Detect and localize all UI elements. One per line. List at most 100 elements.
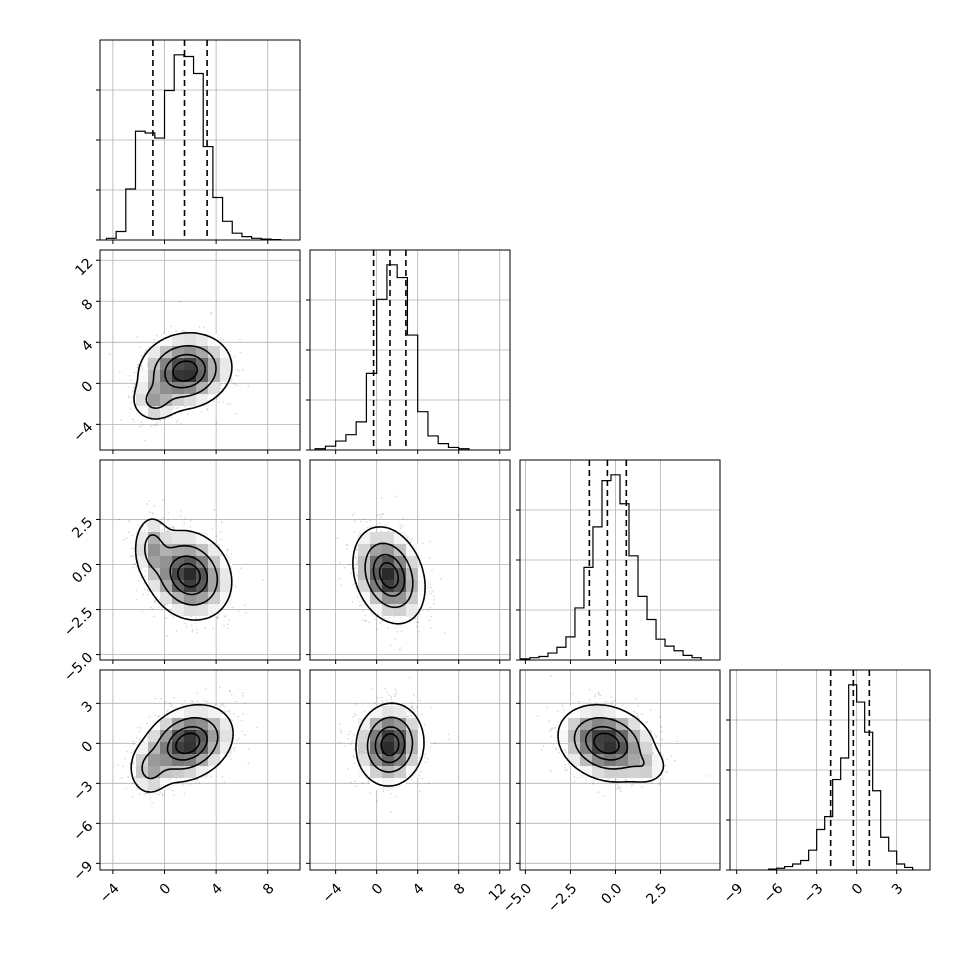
scatter-point (162, 516, 165, 519)
scatter-point (124, 757, 126, 760)
density-cell (196, 382, 208, 394)
scatter-point (376, 514, 379, 517)
scatter-point (222, 339, 225, 341)
scatter-point (139, 425, 141, 428)
scatter-point (143, 588, 146, 591)
scatter-point (349, 572, 352, 575)
scatter-point (242, 712, 245, 715)
scatter-point (173, 794, 175, 797)
density-cell (382, 544, 394, 556)
density-cell (394, 706, 406, 718)
scatter-point (376, 697, 379, 699)
scatter-point (226, 623, 229, 626)
scatter-point (204, 700, 207, 703)
contour-level-2 (364, 542, 414, 609)
scatter-point (166, 715, 169, 718)
scatter-point (344, 566, 347, 569)
scatter-point (219, 384, 222, 387)
scatter-point (433, 595, 435, 598)
scatter-point (381, 513, 383, 516)
scatter-point (143, 351, 146, 354)
scatter-point (244, 604, 247, 607)
contours (355, 702, 425, 787)
scatter-point (356, 548, 358, 551)
scatter-point (183, 793, 186, 795)
scatter-point (135, 598, 138, 601)
scatter-point (179, 509, 182, 512)
scatter-point (370, 688, 373, 691)
scatter-point (226, 549, 229, 552)
density-cell (382, 706, 394, 718)
contour-level-2 (366, 716, 414, 773)
hist-step-line (520, 474, 702, 660)
scatter-point (206, 700, 209, 703)
density-cell (136, 532, 148, 544)
scatter-point (223, 780, 226, 783)
scatter-point (355, 548, 358, 550)
scatter-point (353, 712, 356, 715)
hist-step-line (105, 54, 282, 241)
scatter-point (353, 748, 356, 751)
scatter-point (127, 395, 130, 397)
scatter-point (221, 713, 223, 715)
scatter-point (406, 715, 409, 718)
scatter-point (229, 689, 232, 692)
density-cell (208, 592, 220, 604)
density-cell (394, 616, 406, 628)
scatter-point (365, 619, 367, 622)
scatter-point (170, 325, 173, 328)
scatter-point (136, 366, 139, 369)
scatter-point (244, 612, 247, 614)
density-cell (358, 718, 370, 730)
density-cell (160, 592, 172, 604)
scatter-point (418, 774, 421, 777)
density-cell (148, 346, 160, 358)
scatter-point (382, 790, 385, 793)
scatter-panel-2-4 (306, 669, 511, 874)
scatter-point (127, 386, 130, 388)
scatter-point (420, 713, 423, 716)
scatter-point (415, 706, 418, 709)
scatter-point (362, 518, 365, 521)
scatter-point (430, 615, 433, 618)
density-cell (148, 778, 160, 790)
scatter-point (210, 313, 213, 315)
scatter-panel-2-3 (306, 459, 511, 664)
density-cell (196, 706, 208, 718)
scatter-point (240, 567, 242, 569)
scatter-point (196, 692, 199, 694)
scatter-point (353, 582, 356, 584)
scatter-point (417, 726, 420, 728)
density-cell (136, 556, 148, 568)
scatter-point (141, 424, 144, 427)
scatter-point (387, 626, 390, 629)
density-cell (136, 754, 148, 766)
density-cell (220, 358, 232, 370)
scatter-point (140, 420, 143, 423)
scatter-point (146, 523, 148, 526)
scatter-point (175, 330, 177, 333)
scatter-point (132, 555, 135, 558)
scatter-point (233, 355, 236, 358)
density-cell (172, 766, 184, 778)
scatter-point (352, 754, 354, 757)
scatter-point (409, 541, 412, 543)
scatter-point (134, 778, 137, 780)
contour-level-1 (352, 526, 426, 625)
density-cell (148, 358, 160, 370)
scatter-point (423, 723, 426, 726)
density-cell (136, 406, 148, 418)
scatter-point (131, 554, 134, 557)
hist-frame (309, 249, 511, 451)
density-cell (136, 394, 148, 406)
scatter-point (159, 419, 162, 422)
scatter-point (214, 703, 217, 706)
scatter-point (140, 568, 143, 570)
scatter-point (149, 511, 152, 514)
scatter-point (410, 701, 413, 704)
scatter-point (223, 624, 225, 627)
density-cell (370, 754, 382, 766)
density-cell (196, 580, 208, 592)
scatter-point (187, 413, 190, 416)
scatter-point (188, 783, 191, 785)
